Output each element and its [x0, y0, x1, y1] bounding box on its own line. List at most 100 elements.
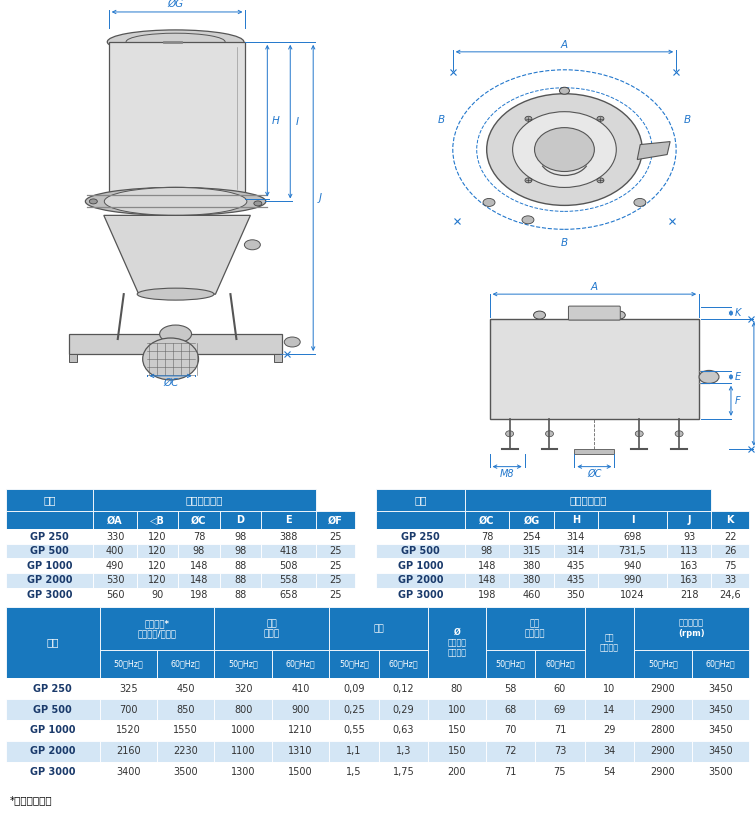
Text: 噪音
（分贝）: 噪音 （分贝） [525, 618, 545, 638]
FancyBboxPatch shape [692, 720, 749, 741]
FancyBboxPatch shape [376, 544, 465, 559]
Text: 26: 26 [724, 547, 736, 556]
FancyBboxPatch shape [178, 529, 220, 544]
Text: 3450: 3450 [708, 684, 732, 694]
Ellipse shape [245, 240, 260, 250]
Text: 150: 150 [448, 747, 466, 757]
FancyBboxPatch shape [329, 720, 379, 741]
FancyBboxPatch shape [220, 529, 261, 544]
Text: 0,12: 0,12 [393, 684, 414, 694]
FancyBboxPatch shape [465, 489, 711, 511]
Text: 700: 700 [119, 704, 137, 715]
Ellipse shape [137, 288, 214, 300]
Text: 10: 10 [603, 684, 615, 694]
Text: 3450: 3450 [708, 704, 732, 715]
Text: 320: 320 [234, 684, 252, 694]
Text: 1100: 1100 [231, 747, 255, 757]
Text: H: H [272, 116, 279, 126]
Text: 3450: 3450 [708, 747, 732, 757]
FancyBboxPatch shape [6, 573, 94, 587]
FancyBboxPatch shape [692, 678, 749, 699]
FancyBboxPatch shape [553, 573, 598, 587]
Text: 120: 120 [148, 532, 167, 542]
Text: 330: 330 [106, 532, 125, 542]
Text: 93: 93 [683, 532, 695, 542]
FancyBboxPatch shape [465, 587, 509, 602]
Text: 25: 25 [329, 590, 341, 600]
FancyBboxPatch shape [553, 529, 598, 544]
FancyBboxPatch shape [598, 529, 667, 544]
FancyBboxPatch shape [272, 720, 329, 741]
Ellipse shape [546, 431, 553, 437]
FancyBboxPatch shape [584, 720, 634, 741]
Text: 658: 658 [279, 590, 297, 600]
Ellipse shape [506, 431, 513, 437]
FancyBboxPatch shape [6, 678, 100, 699]
FancyBboxPatch shape [220, 511, 261, 529]
FancyBboxPatch shape [100, 699, 157, 720]
FancyBboxPatch shape [6, 741, 100, 761]
FancyBboxPatch shape [535, 761, 584, 783]
Text: 0,29: 0,29 [393, 704, 414, 715]
Text: ØC: ØC [191, 516, 207, 525]
FancyBboxPatch shape [667, 573, 711, 587]
Text: GP 1000: GP 1000 [398, 560, 443, 571]
Text: K: K [735, 308, 741, 318]
Text: 1,5: 1,5 [347, 767, 362, 777]
FancyBboxPatch shape [598, 559, 667, 573]
Ellipse shape [483, 199, 495, 207]
FancyBboxPatch shape [584, 741, 634, 761]
FancyBboxPatch shape [584, 607, 634, 678]
Text: 350: 350 [566, 590, 585, 600]
Text: 163: 163 [680, 575, 698, 585]
Text: 规格（毫米）: 规格（毫米） [186, 495, 223, 506]
Text: J: J [687, 516, 691, 525]
Text: 88: 88 [234, 590, 247, 600]
Text: ØG: ØG [168, 0, 183, 9]
FancyBboxPatch shape [261, 573, 316, 587]
FancyBboxPatch shape [485, 678, 535, 699]
FancyBboxPatch shape [376, 559, 465, 573]
Text: H: H [572, 516, 580, 525]
FancyBboxPatch shape [535, 720, 584, 741]
Text: 1,3: 1,3 [396, 747, 411, 757]
Text: 50（Hz）: 50（Hz） [648, 659, 678, 668]
FancyBboxPatch shape [376, 573, 465, 587]
Text: 120: 120 [148, 560, 167, 571]
Text: 990: 990 [623, 575, 642, 585]
Text: 24,6: 24,6 [720, 590, 741, 600]
Text: 325: 325 [119, 684, 137, 694]
FancyBboxPatch shape [535, 699, 584, 720]
Text: 200: 200 [448, 767, 466, 777]
Text: 1500: 1500 [288, 767, 313, 777]
Ellipse shape [487, 94, 643, 205]
Text: B: B [684, 114, 692, 125]
FancyBboxPatch shape [575, 449, 615, 453]
FancyBboxPatch shape [428, 741, 485, 761]
FancyBboxPatch shape [214, 678, 272, 699]
FancyBboxPatch shape [261, 511, 316, 529]
FancyBboxPatch shape [465, 559, 509, 573]
FancyBboxPatch shape [553, 511, 598, 529]
FancyBboxPatch shape [94, 573, 137, 587]
Text: 3450: 3450 [708, 725, 732, 735]
Text: 2900: 2900 [651, 767, 675, 777]
Text: 68: 68 [504, 704, 516, 715]
Text: 50（Hz）: 50（Hz） [495, 659, 525, 668]
FancyBboxPatch shape [272, 761, 329, 783]
FancyBboxPatch shape [485, 699, 535, 720]
Text: 50（Hz）: 50（Hz） [228, 659, 258, 668]
Text: 1,1: 1,1 [347, 747, 362, 757]
Text: 每分钟转速
(rpm): 每分钟转速 (rpm) [678, 618, 705, 638]
FancyBboxPatch shape [535, 678, 584, 699]
Text: 25: 25 [329, 560, 341, 571]
Text: GP 3000: GP 3000 [398, 590, 443, 600]
FancyBboxPatch shape [94, 559, 137, 573]
FancyBboxPatch shape [100, 650, 157, 678]
Text: GP 2000: GP 2000 [27, 575, 72, 585]
FancyBboxPatch shape [316, 559, 355, 573]
FancyBboxPatch shape [465, 573, 509, 587]
FancyBboxPatch shape [178, 587, 220, 602]
FancyBboxPatch shape [553, 587, 598, 602]
Text: 54: 54 [603, 767, 615, 777]
